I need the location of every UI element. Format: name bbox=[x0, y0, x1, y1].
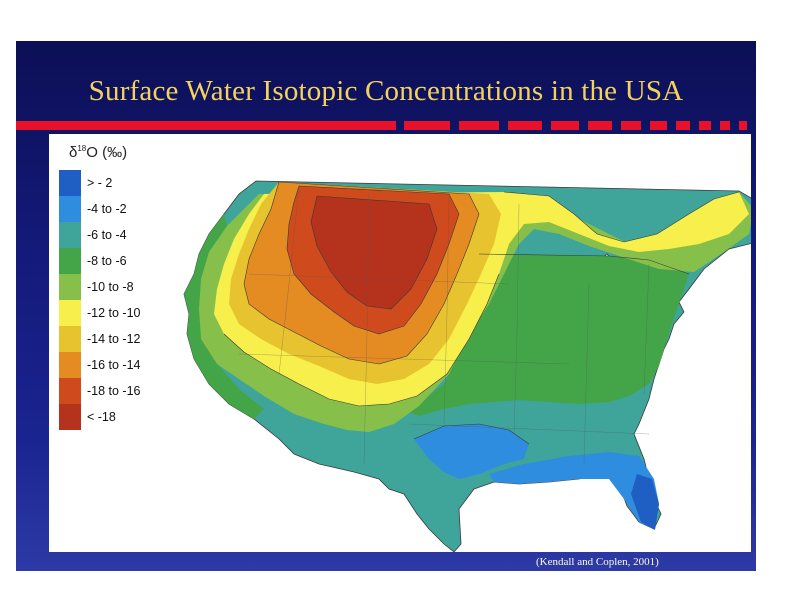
legend-swatch bbox=[59, 378, 81, 404]
legend-swatch bbox=[59, 352, 81, 378]
stripe-dash bbox=[650, 121, 667, 130]
stripe-dash bbox=[508, 121, 542, 130]
legend-swatch bbox=[59, 196, 81, 222]
stripe-dash bbox=[551, 121, 579, 130]
legend-title-sup: 18 bbox=[77, 144, 87, 153]
zone-above-minus2 bbox=[631, 474, 659, 530]
map-panel: δ18O (‰) > - 2 -4 to -2 -6 to -4 -8 to -… bbox=[49, 134, 751, 552]
stripe-solid bbox=[16, 121, 396, 130]
stripe-dash bbox=[621, 121, 641, 130]
stripe-dash bbox=[676, 121, 690, 130]
zone-below-minus18 bbox=[311, 196, 437, 309]
legend-label: -8 to -6 bbox=[87, 254, 127, 268]
legend-swatch bbox=[59, 170, 81, 196]
legend-swatch bbox=[59, 222, 81, 248]
legend-swatch bbox=[59, 248, 81, 274]
stripe-dash bbox=[720, 121, 730, 130]
legend-swatch bbox=[59, 404, 81, 430]
isotope-map bbox=[183, 180, 751, 552]
legend-title-unit: O (‰) bbox=[86, 144, 128, 161]
slide-background: Surface Water Isotopic Concentrations in… bbox=[16, 41, 756, 571]
title-underline-stripe bbox=[16, 121, 747, 130]
legend-title: δ18O (‰) bbox=[69, 144, 127, 161]
slide-title: Surface Water Isotopic Concentrations in… bbox=[88, 75, 684, 107]
legend-title-symbol: δ bbox=[69, 144, 78, 161]
state-boundaries bbox=[238, 185, 650, 465]
legend-label: < -18 bbox=[87, 410, 116, 424]
stripe-dash bbox=[459, 121, 499, 130]
legend-label: -18 to -16 bbox=[87, 384, 141, 398]
stripe-dash bbox=[588, 121, 612, 130]
zone-coastal-west bbox=[184, 214, 264, 419]
source-credit: (Kendall and Coplen, 2001) bbox=[536, 556, 659, 568]
legend-swatch bbox=[59, 326, 81, 352]
stripe-dash bbox=[739, 121, 747, 130]
legend-swatch bbox=[59, 300, 81, 326]
legend-swatch bbox=[59, 274, 81, 300]
legend-label: -4 to -2 bbox=[87, 202, 127, 216]
legend-label: -12 to -10 bbox=[87, 306, 141, 320]
legend-label: -6 to -4 bbox=[87, 228, 127, 242]
stripe-dash bbox=[404, 121, 450, 130]
legend-label: -10 to -8 bbox=[87, 280, 134, 294]
legend-label: -16 to -14 bbox=[87, 358, 141, 372]
legend-label: > - 2 bbox=[87, 176, 113, 190]
legend-label: -14 to -12 bbox=[87, 332, 141, 346]
stripe-dash bbox=[699, 121, 711, 130]
zone-minus4-to-minus2 bbox=[414, 424, 659, 529]
contour-lines bbox=[223, 181, 740, 445]
